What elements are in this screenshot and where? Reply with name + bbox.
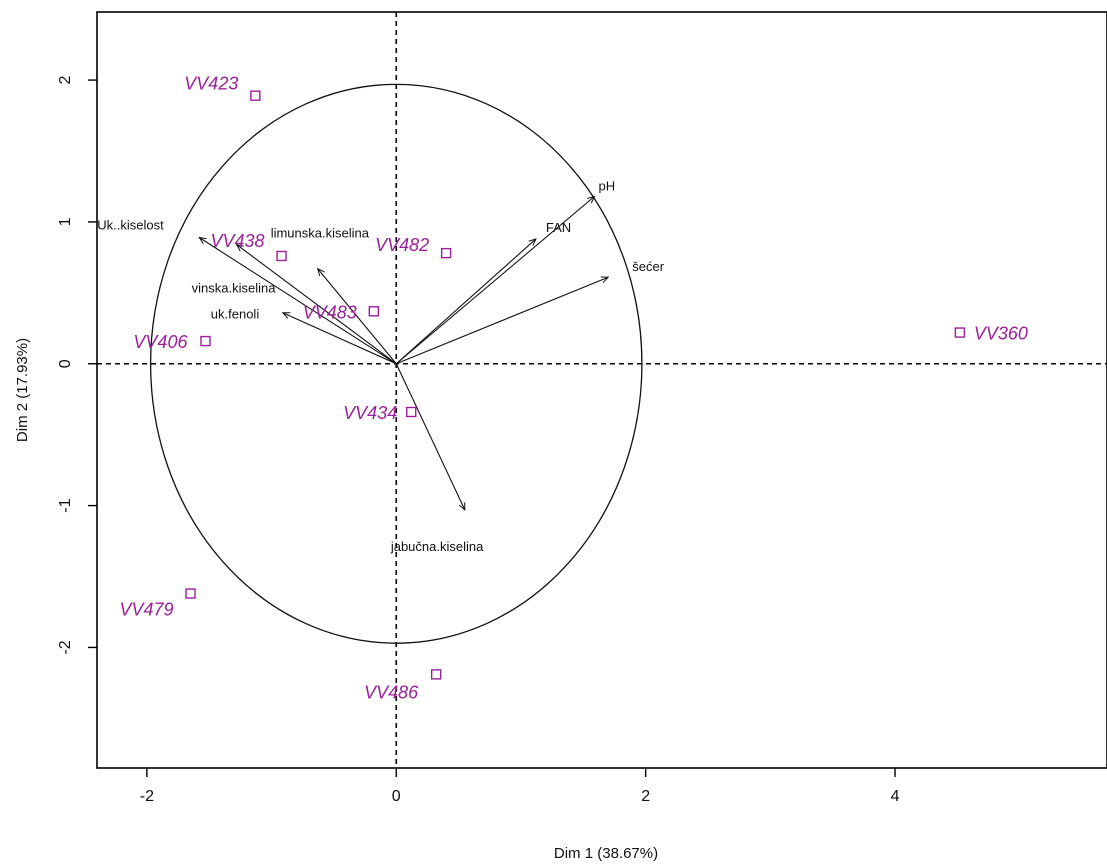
y-axis-title: Dim 2 (17.93%) <box>14 338 31 442</box>
vector-label: pH <box>599 178 616 193</box>
observation-label: VV479 <box>119 600 173 620</box>
vector-label: jabučna.kiselina <box>390 539 484 554</box>
observation-label: VV406 <box>133 332 188 352</box>
x-tick-label: 2 <box>641 788 650 805</box>
observation-point <box>440 247 452 259</box>
x-tick-label: -2 <box>140 788 154 805</box>
vector-arrow <box>318 269 397 365</box>
correlation-circle <box>149 83 643 644</box>
y-tick-label: 2 <box>57 76 74 85</box>
observation-point <box>368 306 380 317</box>
vector-arrow <box>199 238 397 365</box>
observation-point <box>954 327 966 338</box>
y-tick-label: 0 <box>57 359 74 368</box>
observation-point <box>430 669 442 680</box>
observation-point <box>200 335 211 347</box>
observation-label: VV482 <box>375 235 429 255</box>
vector-arrow <box>395 363 465 510</box>
x-tick-label: 0 <box>392 788 401 805</box>
vector-label: limunska.kiselina <box>271 226 370 241</box>
observation-point <box>250 90 261 101</box>
x-tick-label: 4 <box>891 788 900 805</box>
vector-arrow <box>396 277 608 365</box>
observation-label: VV434 <box>343 403 397 423</box>
observation-label: VV423 <box>184 74 238 94</box>
observation-point <box>406 406 417 418</box>
vector-arrow <box>283 313 397 365</box>
observation-label: VV360 <box>974 324 1028 344</box>
observation-label: VV438 <box>210 231 264 251</box>
vector-label: uk.fenoli <box>211 307 260 322</box>
y-tick-label: 1 <box>57 217 74 226</box>
vector-arrow <box>237 245 397 365</box>
vector-label: FAN <box>546 220 571 235</box>
y-tick-label: -2 <box>57 640 74 654</box>
observation-point <box>185 588 196 599</box>
x-axis-title: Dim 1 (38.67%) <box>554 845 658 862</box>
vector-arrow <box>395 196 594 365</box>
vector-arrow <box>395 239 536 365</box>
observation-point <box>276 250 287 262</box>
observation-label: VV483 <box>303 302 357 322</box>
y-tick-label: -1 <box>57 498 74 512</box>
vector-label: šećer <box>632 259 664 274</box>
observation-label: VV486 <box>364 682 419 702</box>
vector-label: Uk..kiselost <box>97 218 164 233</box>
vector-label: vinska.kiselina <box>192 281 277 296</box>
plot-frame <box>96 11 1107 769</box>
